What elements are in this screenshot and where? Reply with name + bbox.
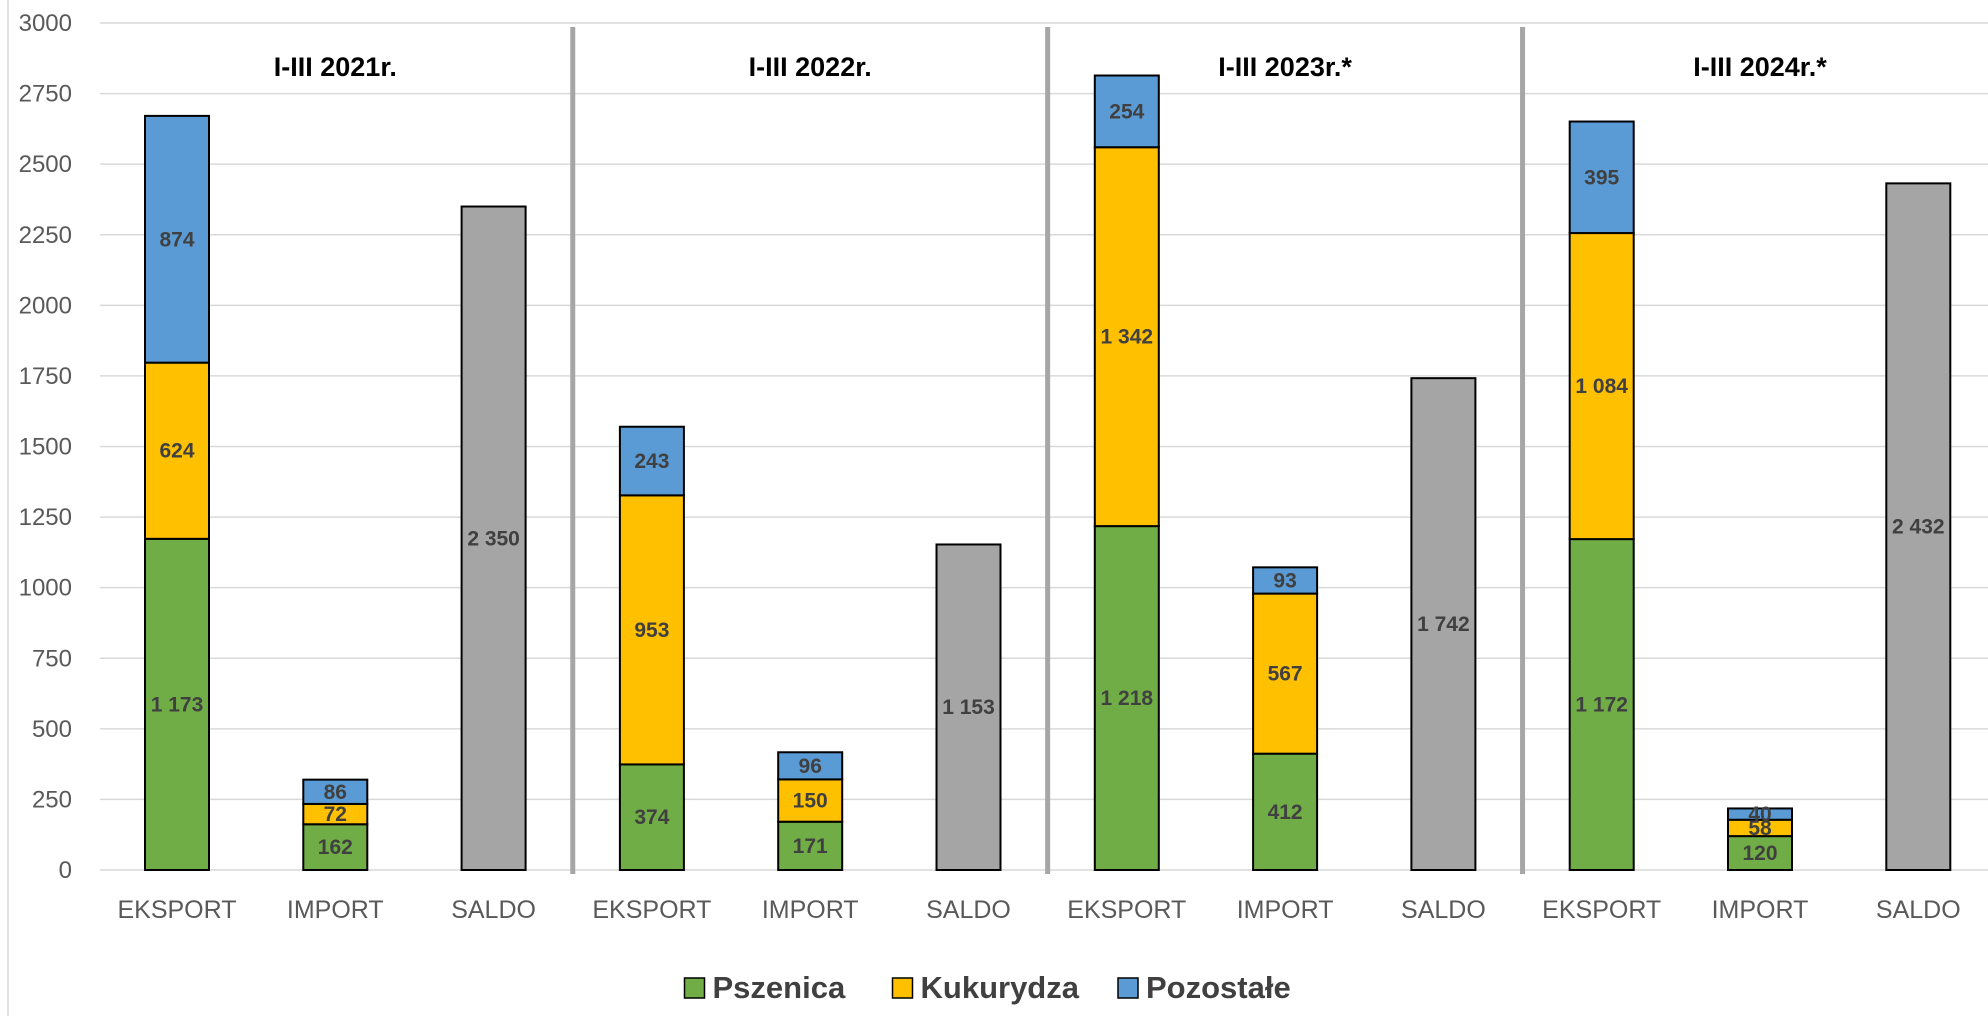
- bar-pozosta-e: [618, 425, 685, 497]
- data-label: 243: [634, 450, 669, 473]
- data-label: 72: [324, 803, 347, 826]
- bar-pszenica: [618, 763, 685, 872]
- data-label: 412: [1268, 801, 1303, 824]
- bar-pszenica: [777, 820, 844, 872]
- data-label: 96: [799, 755, 822, 778]
- bar-pozosta-e: [302, 778, 369, 805]
- bar-saldo: [1885, 182, 1952, 871]
- group-title: I-III 2022r.: [749, 52, 872, 82]
- x-category-label: IMPORT: [1237, 896, 1334, 924]
- data-label: 2 432: [1892, 516, 1945, 539]
- bar-kukurydza: [144, 361, 210, 540]
- bar-saldo: [1410, 377, 1477, 871]
- bar-pozosta-e: [777, 751, 844, 781]
- data-label: 874: [159, 228, 194, 251]
- y-axis-ticks: 0 250 500 750 1000 1250 1500 1750 2000 2250 2500 27…: [19, 10, 72, 884]
- data-label: 162: [318, 836, 353, 859]
- x-category-label: EKSPORT: [592, 896, 711, 924]
- legend: Pszenica Kukurydza Pozostałe: [683, 970, 1291, 1005]
- bar-kukurydza: [1093, 146, 1160, 528]
- bar-pozosta-e: [1252, 566, 1319, 595]
- data-label: 40: [1748, 803, 1771, 826]
- data-label: 1 742: [1417, 613, 1470, 636]
- bar-pszenica: [302, 823, 369, 872]
- data-label: 1 084: [1575, 375, 1628, 398]
- bar-saldo: [460, 205, 527, 871]
- group-title: I-III 2024r.*: [1693, 52, 1827, 82]
- data-label: 374: [634, 806, 669, 829]
- legend-swatch: [891, 977, 914, 999]
- data-label: 1 342: [1101, 326, 1154, 349]
- y-tick-label: 500: [32, 716, 72, 743]
- y-tick-label: 1000: [19, 575, 72, 602]
- bars: [144, 74, 1952, 872]
- x-category-label: IMPORT: [287, 896, 384, 924]
- x-category-label: SALDO: [451, 896, 536, 924]
- y-tick-label: 250: [32, 786, 72, 813]
- y-tick-label: 0: [59, 857, 72, 884]
- x-category-label: EKSPORT: [1067, 896, 1186, 924]
- gridlines: [7, 0, 1988, 1016]
- group-title: I-III 2023r.*: [1218, 52, 1352, 82]
- legend-label: Kukurydza: [921, 970, 1080, 1005]
- bar-pozosta-e: [1568, 120, 1635, 235]
- data-label: 1 172: [1575, 694, 1628, 717]
- data-label: 395: [1584, 166, 1619, 189]
- data-label: 567: [1268, 663, 1303, 686]
- y-tick-label: 3000: [19, 10, 72, 37]
- bar-kukurydza: [1252, 592, 1319, 755]
- bar-kukurydza: [1568, 232, 1635, 541]
- x-category-label: SALDO: [1876, 896, 1961, 924]
- data-label: 93: [1273, 569, 1296, 592]
- bar-saldo: [935, 543, 1002, 871]
- group-title: I-III 2021r.: [274, 52, 397, 82]
- group-separators: [570, 27, 1526, 874]
- legend-label: Pszenica: [713, 970, 846, 1005]
- data-label: 150: [793, 790, 828, 813]
- x-category-label: SALDO: [926, 896, 1011, 924]
- data-label: 1 153: [942, 696, 995, 719]
- bar-pszenica: [1252, 752, 1319, 871]
- data-label: 1 173: [151, 693, 204, 716]
- y-tick-label: 2000: [19, 292, 72, 319]
- y-tick-label: 1750: [19, 363, 72, 390]
- data-label: 1 218: [1101, 687, 1154, 710]
- legend-swatch: [1117, 977, 1139, 999]
- data-label: 2 350: [467, 527, 520, 550]
- legend-label: Pozostałe: [1146, 970, 1291, 1005]
- x-category-label: EKSPORT: [117, 896, 236, 924]
- bar-kukurydza: [618, 494, 685, 766]
- bar-pszenica: [1568, 538, 1635, 871]
- bar-pozosta-e: [1093, 74, 1160, 149]
- bar-pszenica: [1093, 525, 1160, 871]
- y-tick-label: 1500: [19, 434, 72, 461]
- bar-pozosta-e: [1727, 807, 1793, 821]
- data-label: 953: [634, 619, 669, 642]
- bar-pozosta-e: [144, 114, 210, 364]
- data-label: 86: [324, 781, 347, 804]
- bar-kukurydza: [777, 778, 844, 823]
- x-axis-categories: EKSPORT IMPORT SALDO EKSPORT IMPORT SALDO EKSP…: [117, 896, 1960, 924]
- data-label: 58: [1748, 817, 1772, 840]
- y-tick-label: 2250: [19, 222, 72, 249]
- data-label: 254: [1109, 100, 1144, 123]
- x-category-label: IMPORT: [762, 896, 859, 924]
- y-tick-label: 750: [32, 645, 72, 672]
- x-category-label: EKSPORT: [1542, 896, 1661, 924]
- bar-pszenica: [144, 537, 210, 871]
- data-label: 171: [793, 835, 828, 858]
- y-tick-label: 1250: [19, 504, 72, 531]
- legend-swatch: [683, 977, 706, 999]
- data-label: 120: [1742, 842, 1777, 865]
- data-label: 624: [159, 440, 194, 463]
- group-titles: I-III 2021r. I-III 2022r. I-III 2023r.* I-I…: [274, 52, 1828, 82]
- x-category-label: SALDO: [1401, 896, 1486, 924]
- y-tick-label: 2500: [19, 151, 72, 178]
- y-tick-label: 2750: [19, 81, 72, 108]
- x-category-label: IMPORT: [1712, 896, 1809, 924]
